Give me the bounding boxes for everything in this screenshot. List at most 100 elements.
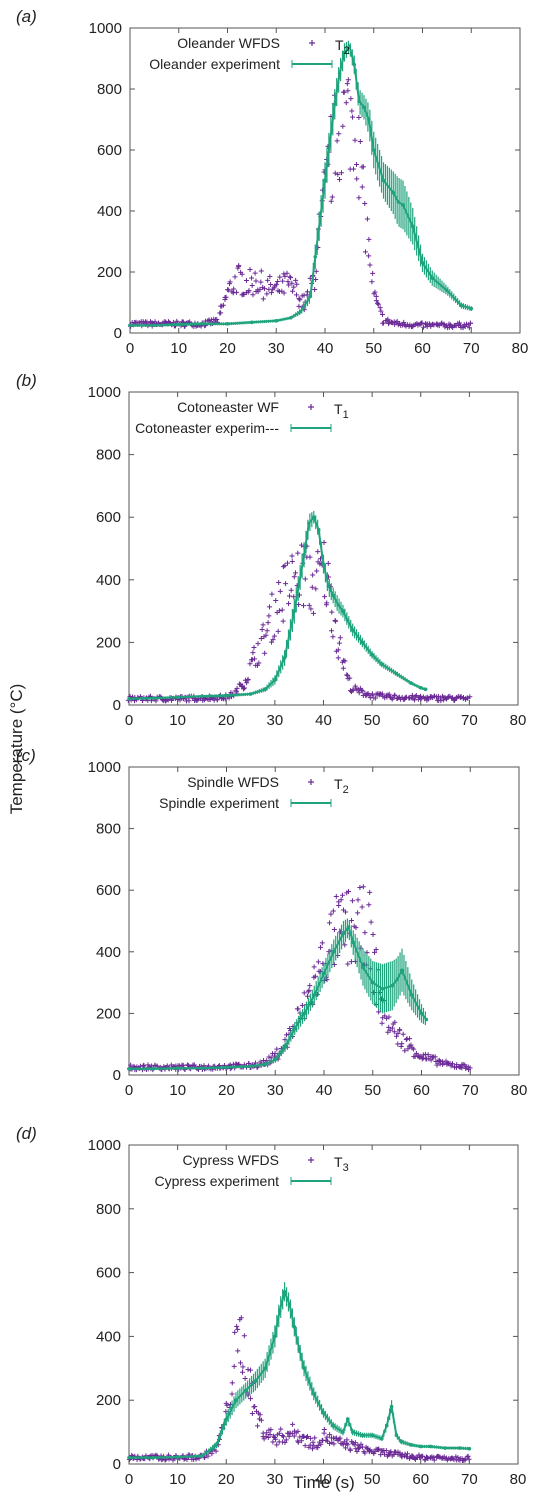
wfds-point [354, 162, 360, 168]
y-tick-label: 200 [96, 1392, 121, 1409]
x-tick-label: 60 [412, 1471, 429, 1488]
sensor-label: T3 [334, 1154, 349, 1174]
wfds-point [349, 898, 355, 904]
experiment-point [459, 303, 464, 308]
wfds-point [345, 888, 351, 894]
wfds-point [208, 317, 214, 323]
wfds-point [408, 1042, 414, 1048]
wfds-point [301, 990, 307, 996]
x-tick-label: 0 [125, 712, 133, 729]
wfds-point [367, 262, 373, 268]
wfds-point [298, 1438, 304, 1444]
wfds-point [329, 194, 335, 200]
wfds-point [383, 1448, 389, 1454]
sensor-label: T2 [335, 37, 350, 57]
wfds-point [282, 273, 288, 279]
experiment-point [151, 1455, 156, 1460]
wfds-point [335, 171, 341, 177]
experiment-point [428, 1444, 433, 1449]
legend-label: Cypress experiment [155, 1173, 280, 1189]
wfds-point [315, 549, 321, 555]
wfds-point [283, 581, 289, 587]
wfds-point [265, 277, 271, 283]
wfds-point [307, 983, 313, 989]
wfds-point [329, 609, 335, 615]
experiment-point [371, 148, 376, 152]
experiment-point [394, 1433, 399, 1438]
wfds-point [357, 885, 363, 891]
experiment-point [127, 1067, 131, 1071]
wfds-point [225, 287, 231, 293]
experiment-point [390, 983, 395, 988]
wfds-point [282, 563, 288, 569]
wfds-point [330, 908, 336, 914]
wfds-point [234, 1323, 240, 1329]
experiment-point [380, 986, 385, 991]
wfds-point [249, 1411, 255, 1417]
wfds-point [263, 632, 269, 638]
wfds-point [205, 1453, 211, 1459]
sensor-label: T2 [334, 776, 349, 796]
wfds-point [259, 626, 265, 632]
legend-label: Oleander WFDS [177, 35, 280, 51]
wfds-point [226, 287, 232, 293]
wfds-point [294, 292, 300, 298]
experiment-point [370, 653, 374, 657]
wfds-point [277, 588, 283, 594]
wfds-point [340, 665, 346, 671]
wfds-point [258, 268, 264, 274]
wfds-point [240, 1369, 246, 1375]
wfds-point [283, 1437, 289, 1443]
experiment-point [367, 117, 371, 122]
experiment-point [263, 687, 267, 692]
experiment-point [394, 671, 399, 676]
experiment-point [380, 1436, 384, 1441]
panel-label: (a) [16, 7, 37, 26]
wfds-point [290, 288, 296, 294]
wfds-point [345, 77, 351, 83]
legend-label: Cypress WFDS [183, 1152, 279, 1168]
plot-frame [128, 766, 520, 1076]
wfds-point [218, 310, 224, 316]
wfds-point [202, 1455, 208, 1461]
experiment-point [151, 1067, 156, 1071]
wfds-point [370, 270, 376, 276]
wfds-point [250, 292, 256, 298]
wfds-point [400, 1031, 406, 1037]
experiment-point [308, 294, 313, 299]
wfds-point [356, 114, 362, 120]
experiment-point [323, 178, 327, 183]
legend-label: Spindle experiment [159, 795, 279, 811]
wfds-point [242, 1375, 248, 1381]
experiment-point [457, 1446, 462, 1450]
wfds-point [265, 1435, 271, 1441]
experiment-point [381, 178, 386, 183]
wfds-point [294, 281, 300, 287]
wfds-point [324, 1434, 330, 1440]
wfds-point [255, 1423, 261, 1429]
wfds-point [249, 282, 255, 288]
experiment-point [175, 1066, 180, 1071]
y-tick-label: 800 [96, 447, 121, 464]
wfds-point [265, 620, 271, 626]
wfds-point [297, 297, 303, 303]
wfds-point [274, 1046, 280, 1052]
wfds-point [289, 558, 295, 564]
wfds-point [438, 321, 444, 327]
legend: Cypress WFDS Cypress experiment T3 [155, 1152, 349, 1189]
wfds-point [241, 1333, 247, 1339]
wfds-point [310, 610, 316, 616]
wfds-point [307, 554, 313, 560]
wfds-point [318, 1441, 324, 1447]
experiment-point [331, 1423, 336, 1428]
wfds-point [309, 1446, 315, 1452]
wfds-point [326, 949, 332, 955]
wfds-point [232, 1329, 238, 1335]
experiment-point [346, 925, 351, 929]
experiment-point [321, 1411, 326, 1415]
y-tick-label: 400 [96, 572, 121, 589]
chart-panel-b: 0 10 20 30 40 50 60 70 8002004006008001000(b)Cot… [16, 371, 526, 729]
experiment-point [128, 323, 132, 328]
wfds-point [229, 1391, 235, 1397]
wfds-point [241, 686, 247, 692]
